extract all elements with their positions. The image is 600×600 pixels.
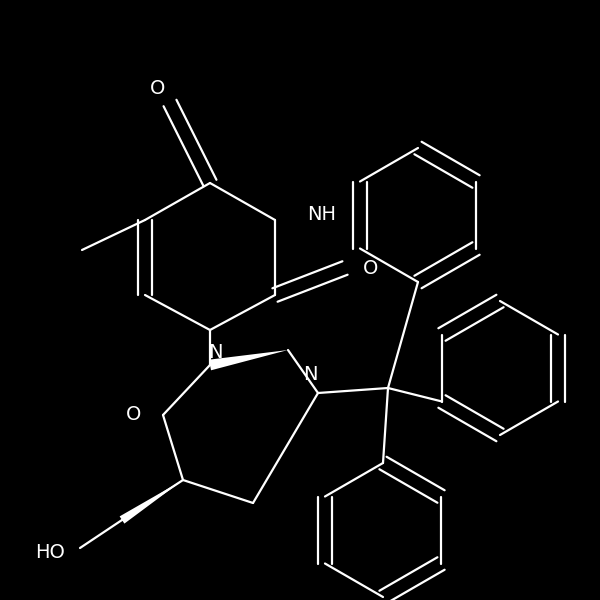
Text: O: O: [363, 259, 379, 277]
Text: HO: HO: [35, 544, 65, 563]
Text: O: O: [125, 406, 141, 425]
Text: N: N: [208, 343, 222, 361]
Text: O: O: [151, 79, 166, 98]
Text: N: N: [303, 365, 317, 385]
Text: NH: NH: [307, 205, 336, 224]
Polygon shape: [209, 350, 288, 370]
Polygon shape: [119, 480, 183, 524]
